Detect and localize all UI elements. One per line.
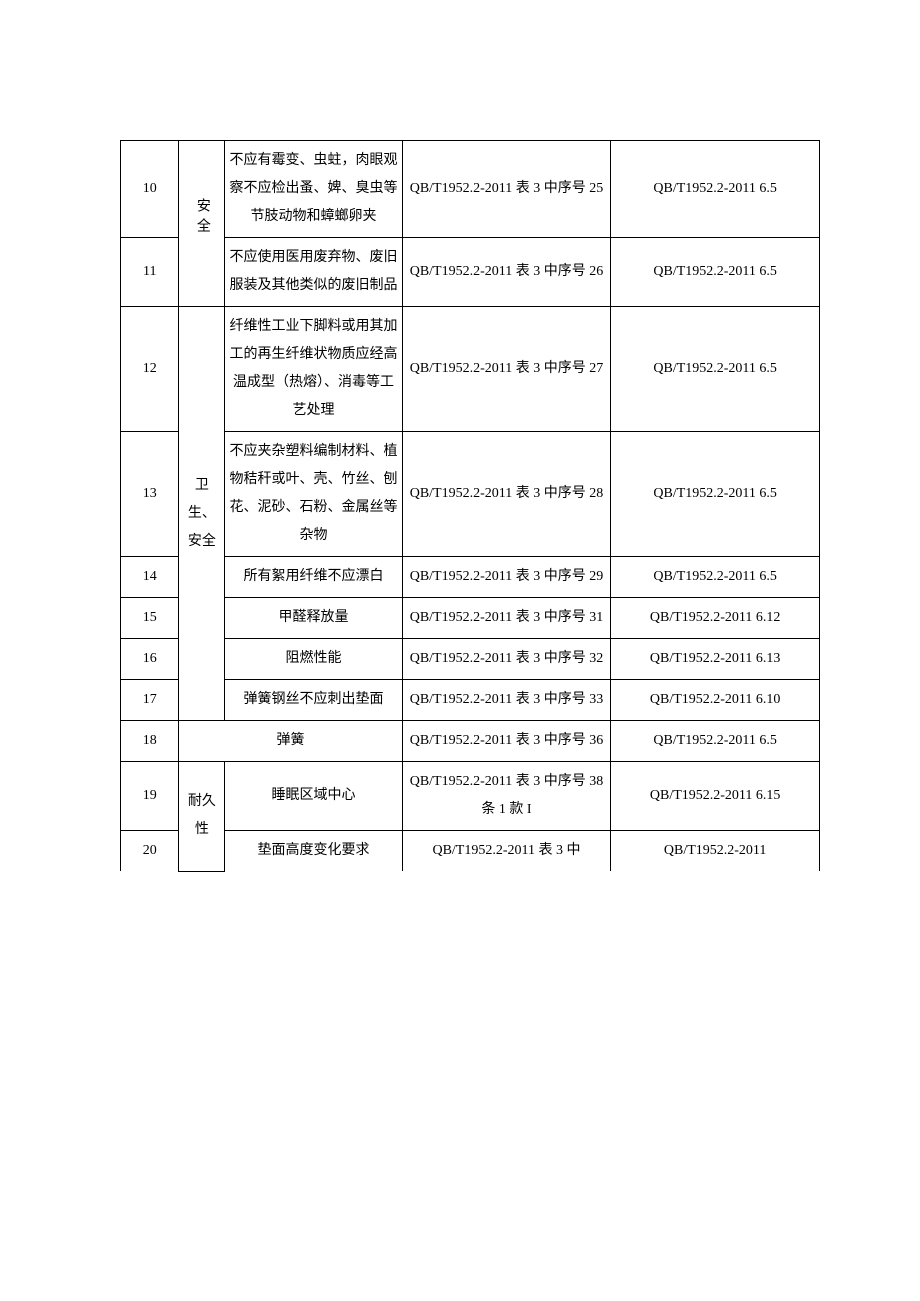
cell-num: 16 bbox=[121, 639, 179, 680]
cell-num: 13 bbox=[121, 432, 179, 557]
cell-ref: QB/T1952.2-2011 6.5 bbox=[611, 238, 820, 307]
cell-req: QB/T1952.2-2011 表 3 中序号 26 bbox=[402, 238, 611, 307]
table-row: 10 安全 不应有霉变、虫蛀，肉眼观察不应检出蚤、婢、臭虫等节肢动物和蟑螂卵夹 … bbox=[121, 141, 820, 238]
cell-desc: 睡眠区域中心 bbox=[225, 762, 402, 831]
table-row: 12 卫生、安全 纤维性工业下脚料或用其加工的再生纤维状物质应经高温成型（热熔）… bbox=[121, 307, 820, 432]
cell-req: QB/T1952.2-2011 表 3 中序号 31 bbox=[402, 598, 611, 639]
cell-req: QB/T1952.2-2011 表 3 中序号 38 条 1 款 I bbox=[402, 762, 611, 831]
cell-desc: 垫面高度变化要求 bbox=[225, 831, 402, 872]
cell-desc: 不应有霉变、虫蛀，肉眼观察不应检出蚤、婢、臭虫等节肢动物和蟑螂卵夹 bbox=[225, 141, 402, 238]
cell-req: QB/T1952.2-2011 表 3 中 bbox=[402, 831, 611, 872]
cell-num: 18 bbox=[121, 721, 179, 762]
cell-req: QB/T1952.2-2011 表 3 中序号 29 bbox=[402, 557, 611, 598]
cell-ref: QB/T1952.2-2011 6.5 bbox=[611, 557, 820, 598]
table-row: 17 弹簧钢丝不应刺出垫面 QB/T1952.2-2011 表 3 中序号 33… bbox=[121, 680, 820, 721]
cell-desc: 甲醛释放量 bbox=[225, 598, 402, 639]
cell-ref: QB/T1952.2-2011 6.5 bbox=[611, 721, 820, 762]
cell-desc: 弹簧钢丝不应刺出垫面 bbox=[225, 680, 402, 721]
cell-num: 19 bbox=[121, 762, 179, 831]
cell-category: 安全 bbox=[179, 141, 225, 307]
cell-ref: QB/T1952.2-2011 6.13 bbox=[611, 639, 820, 680]
cell-category: 卫生、安全 bbox=[179, 307, 225, 721]
table-row: 14 所有絮用纤维不应漂白 QB/T1952.2-2011 表 3 中序号 29… bbox=[121, 557, 820, 598]
table-row: 15 甲醛释放量 QB/T1952.2-2011 表 3 中序号 31 QB/T… bbox=[121, 598, 820, 639]
table-row: 18 弹簧 QB/T1952.2-2011 表 3 中序号 36 QB/T195… bbox=[121, 721, 820, 762]
cell-ref: QB/T1952.2-2011 6.10 bbox=[611, 680, 820, 721]
table-row: 16 阻燃性能 QB/T1952.2-2011 表 3 中序号 32 QB/T1… bbox=[121, 639, 820, 680]
cell-num: 10 bbox=[121, 141, 179, 238]
cell-req: QB/T1952.2-2011 表 3 中序号 25 bbox=[402, 141, 611, 238]
cell-num: 15 bbox=[121, 598, 179, 639]
cell-ref: QB/T1952.2-2011 bbox=[611, 831, 820, 872]
cell-ref: QB/T1952.2-2011 6.5 bbox=[611, 141, 820, 238]
cell-desc: 弹簧 bbox=[179, 721, 402, 762]
cell-desc: 所有絮用纤维不应漂白 bbox=[225, 557, 402, 598]
cell-num: 11 bbox=[121, 238, 179, 307]
cell-num: 14 bbox=[121, 557, 179, 598]
table-row: 11 不应使用医用废弃物、废旧服装及其他类似的废旧制品 QB/T1952.2-2… bbox=[121, 238, 820, 307]
cell-num: 12 bbox=[121, 307, 179, 432]
cell-desc: 纤维性工业下脚料或用其加工的再生纤维状物质应经高温成型（热熔）、消毒等工艺处理 bbox=[225, 307, 402, 432]
cell-ref: QB/T1952.2-2011 6.15 bbox=[611, 762, 820, 831]
cell-category: 耐久性 bbox=[179, 762, 225, 872]
document-page: 10 安全 不应有霉变、虫蛀，肉眼观察不应检出蚤、婢、臭虫等节肢动物和蟑螂卵夹 … bbox=[0, 0, 920, 932]
cell-num: 20 bbox=[121, 831, 179, 872]
cell-num: 17 bbox=[121, 680, 179, 721]
cell-ref: QB/T1952.2-2011 6.5 bbox=[611, 432, 820, 557]
table-row: 13 不应夹杂塑料编制材料、植物秸秆或叶、壳、竹丝、刨花、泥砂、石粉、金属丝等杂… bbox=[121, 432, 820, 557]
cell-desc: 不应使用医用废弃物、废旧服装及其他类似的废旧制品 bbox=[225, 238, 402, 307]
cell-req: QB/T1952.2-2011 表 3 中序号 36 bbox=[402, 721, 611, 762]
cell-ref: QB/T1952.2-2011 6.5 bbox=[611, 307, 820, 432]
table-row: 20 垫面高度变化要求 QB/T1952.2-2011 表 3 中 QB/T19… bbox=[121, 831, 820, 872]
cell-req: QB/T1952.2-2011 表 3 中序号 27 bbox=[402, 307, 611, 432]
cell-req: QB/T1952.2-2011 表 3 中序号 32 bbox=[402, 639, 611, 680]
standards-table: 10 安全 不应有霉变、虫蛀，肉眼观察不应检出蚤、婢、臭虫等节肢动物和蟑螂卵夹 … bbox=[120, 140, 820, 872]
cell-ref: QB/T1952.2-2011 6.12 bbox=[611, 598, 820, 639]
cell-desc: 不应夹杂塑料编制材料、植物秸秆或叶、壳、竹丝、刨花、泥砂、石粉、金属丝等杂物 bbox=[225, 432, 402, 557]
table-row: 19 耐久性 睡眠区域中心 QB/T1952.2-2011 表 3 中序号 38… bbox=[121, 762, 820, 831]
cell-req: QB/T1952.2-2011 表 3 中序号 33 bbox=[402, 680, 611, 721]
cell-desc: 阻燃性能 bbox=[225, 639, 402, 680]
cell-req: QB/T1952.2-2011 表 3 中序号 28 bbox=[402, 432, 611, 557]
